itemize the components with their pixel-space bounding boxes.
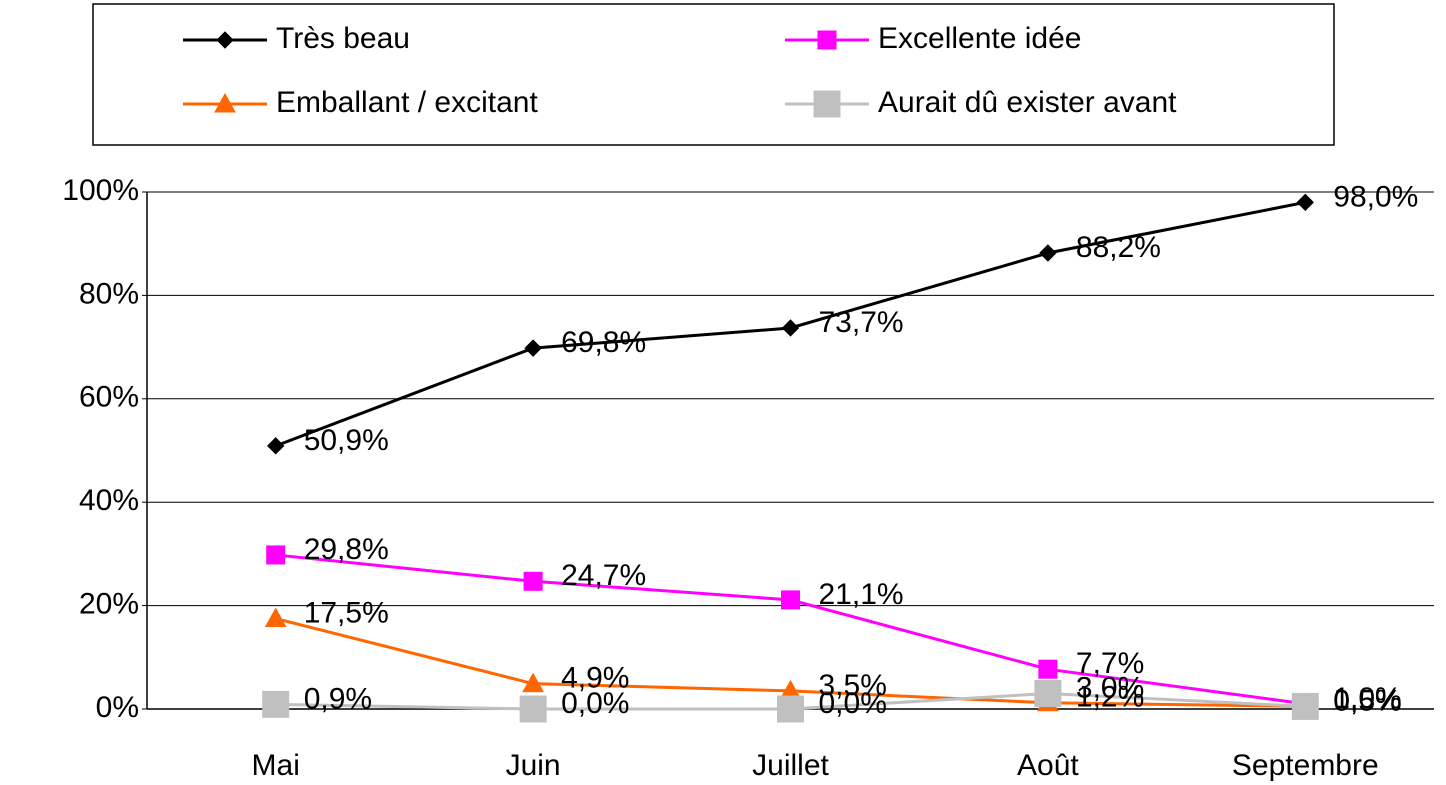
legend-label: Emballant / excitant <box>276 86 538 119</box>
x-tick-label: Mai <box>252 749 300 782</box>
marker <box>1296 193 1315 212</box>
marker <box>781 590 800 610</box>
data-label: 0,9% <box>304 682 372 715</box>
legend-label: Excellente idée <box>878 22 1081 55</box>
data-label: 24,7% <box>561 559 646 592</box>
legend-label: Aurait dû exister avant <box>878 86 1177 119</box>
marker <box>523 571 543 591</box>
data-label: 50,9% <box>304 424 389 457</box>
marker <box>1291 692 1319 720</box>
y-tick-label: 80% <box>79 277 139 310</box>
marker <box>1034 679 1062 707</box>
marker <box>781 319 800 337</box>
y-tick-label: 100% <box>62 174 139 207</box>
data-label: 7,7% <box>1076 647 1144 680</box>
data-label: 21,1% <box>819 578 904 611</box>
marker <box>522 672 544 693</box>
data-label: 69,8% <box>561 326 646 359</box>
x-tick-label: Septembre <box>1232 749 1379 782</box>
data-label: 0,0% <box>819 687 887 720</box>
x-tick-label: Juillet <box>752 749 829 782</box>
marker <box>264 607 287 628</box>
x-tick-label: Août <box>1017 749 1079 782</box>
data-label: 73,7% <box>819 306 904 339</box>
marker <box>216 31 234 49</box>
data-label: 0,5% <box>1333 684 1401 717</box>
marker <box>266 437 285 455</box>
y-tick-label: 0% <box>96 691 139 724</box>
marker <box>262 690 290 718</box>
data-label: 3,0% <box>1076 671 1144 704</box>
marker <box>519 695 547 723</box>
data-label: 88,2% <box>1076 231 1161 264</box>
legend-box <box>92 3 1335 146</box>
x-tick-label: Juin <box>506 749 561 782</box>
marker <box>214 92 236 113</box>
marker <box>813 90 841 118</box>
marker <box>1039 244 1057 262</box>
data-label: 3,5% <box>819 669 887 702</box>
y-tick-label: 20% <box>79 588 139 621</box>
marker <box>817 30 837 50</box>
data-label: 98,0% <box>1333 180 1418 213</box>
marker <box>777 695 804 723</box>
y-tick-label: 40% <box>79 484 139 517</box>
data-label: 0,0% <box>561 687 629 720</box>
marker <box>1038 659 1058 679</box>
y-tick-label: 60% <box>79 381 139 414</box>
marker <box>524 339 542 357</box>
data-label: 17,5% <box>304 596 389 629</box>
marker <box>266 545 286 565</box>
data-label: 4,9% <box>561 662 629 695</box>
data-label: 1,0% <box>1333 682 1401 715</box>
data-label: 29,8% <box>304 533 389 566</box>
data-label: 1,2% <box>1076 681 1144 714</box>
legend-label: Très beau <box>276 22 410 55</box>
data-label: 0,5% <box>1333 684 1401 717</box>
